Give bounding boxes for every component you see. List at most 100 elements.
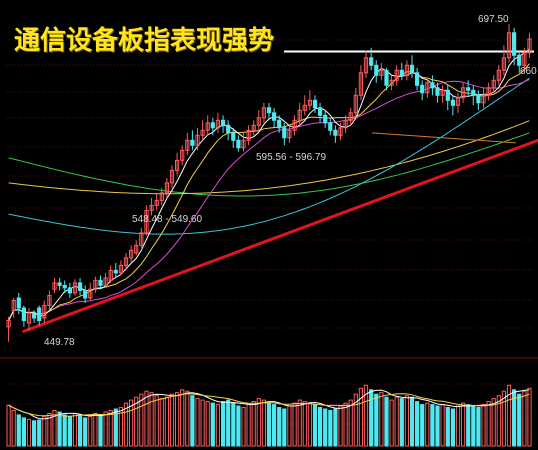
candle-up <box>287 129 292 139</box>
volume-bar <box>195 398 200 447</box>
candle-down <box>517 54 522 66</box>
volume-bar <box>287 405 292 447</box>
candle-up <box>261 107 266 119</box>
candle-up <box>180 149 185 161</box>
candle-down <box>236 139 241 149</box>
volume-bar <box>277 407 282 447</box>
volume-bar <box>266 402 272 447</box>
volume-bar <box>231 402 236 447</box>
volume-bar <box>11 410 16 447</box>
volume-bar <box>52 410 57 447</box>
candle-up <box>195 134 200 146</box>
volume-bar <box>394 396 399 447</box>
candle-down <box>57 282 62 286</box>
volume-bar <box>190 395 195 447</box>
volume-bar <box>37 419 42 447</box>
candle-down <box>512 32 517 56</box>
volume-bar <box>282 408 287 447</box>
candle-up <box>246 129 251 141</box>
candle-up <box>522 52 527 66</box>
candle-down <box>210 122 215 129</box>
candle-down <box>409 64 415 74</box>
volume-bar <box>62 414 67 447</box>
volume-bar <box>333 408 338 447</box>
volume-bar <box>47 412 52 447</box>
candle-up <box>134 244 139 254</box>
chart-title: 通信设备板指表现强势 <box>14 26 275 56</box>
volume-bar <box>21 417 26 447</box>
candle-up <box>455 97 461 106</box>
candle-up <box>123 257 129 266</box>
volume-bar <box>471 405 476 447</box>
volume-bar <box>210 402 215 447</box>
candle-down <box>231 132 236 141</box>
volume-bar <box>374 393 379 447</box>
volume-bar <box>379 392 384 447</box>
candle-up <box>379 69 384 76</box>
candle-up <box>491 79 496 89</box>
candle-up <box>486 87 491 96</box>
volume-bar <box>506 384 512 447</box>
volume-bar <box>466 404 471 447</box>
candle-down <box>32 313 37 319</box>
candle-up <box>496 69 501 81</box>
volume-bar <box>57 411 62 447</box>
volume-bar <box>154 395 159 447</box>
candle-down <box>78 282 83 291</box>
volume-bar <box>338 405 343 447</box>
candle-up <box>93 279 98 290</box>
volume-bar <box>348 399 353 447</box>
candle-up <box>292 119 297 131</box>
candle-up <box>52 282 57 290</box>
candle-up <box>108 269 113 281</box>
volume-bar <box>139 393 144 447</box>
candle-up <box>129 249 134 259</box>
candle-up <box>389 79 394 86</box>
volume-bar <box>236 405 241 447</box>
volume-bar <box>83 417 88 447</box>
gap-label-lower: 548.48 - 549.60 <box>132 214 203 225</box>
candle-down <box>471 89 476 96</box>
candle-up <box>343 119 348 129</box>
volume-bar <box>215 404 221 447</box>
right-edge-price-label: 660 <box>520 66 537 77</box>
volume-bar <box>389 399 394 447</box>
candle-down <box>415 72 420 86</box>
candle-up <box>241 139 246 149</box>
volume-bar <box>251 401 256 447</box>
candle-down <box>113 269 118 274</box>
candle-down <box>399 69 404 76</box>
volume-bar <box>440 404 445 447</box>
volume-bar <box>113 408 118 447</box>
volume-bar <box>461 402 466 447</box>
candle-up <box>42 305 47 319</box>
candle-up <box>205 122 210 131</box>
volume-bar <box>455 405 461 447</box>
high-price-label: 697.50 <box>478 14 509 25</box>
candle-down <box>450 99 455 106</box>
volume-bar <box>420 404 425 447</box>
volume-bar <box>226 399 231 447</box>
candle-down <box>21 307 26 321</box>
candle-up <box>363 57 369 74</box>
volume-bar <box>307 402 312 447</box>
candle-up <box>527 38 532 54</box>
candle-down <box>323 114 328 124</box>
volume-bar <box>134 396 139 447</box>
candle-up <box>256 117 261 126</box>
volume-bar <box>353 393 358 447</box>
candle-down <box>430 82 435 89</box>
candle-up <box>506 32 512 59</box>
volume-bar <box>501 390 506 447</box>
volume-bar <box>72 412 78 447</box>
volume-bar <box>67 415 73 447</box>
candle-down <box>445 89 450 101</box>
candle-up <box>144 209 149 234</box>
volume-bar <box>129 399 134 447</box>
candle-up <box>251 124 256 131</box>
volume-bar <box>78 414 83 447</box>
candle-up <box>394 69 399 81</box>
gap-label-upper: 595.56 - 596.79 <box>256 152 327 163</box>
short-support-line <box>371 132 517 144</box>
volume-bar <box>430 404 435 447</box>
